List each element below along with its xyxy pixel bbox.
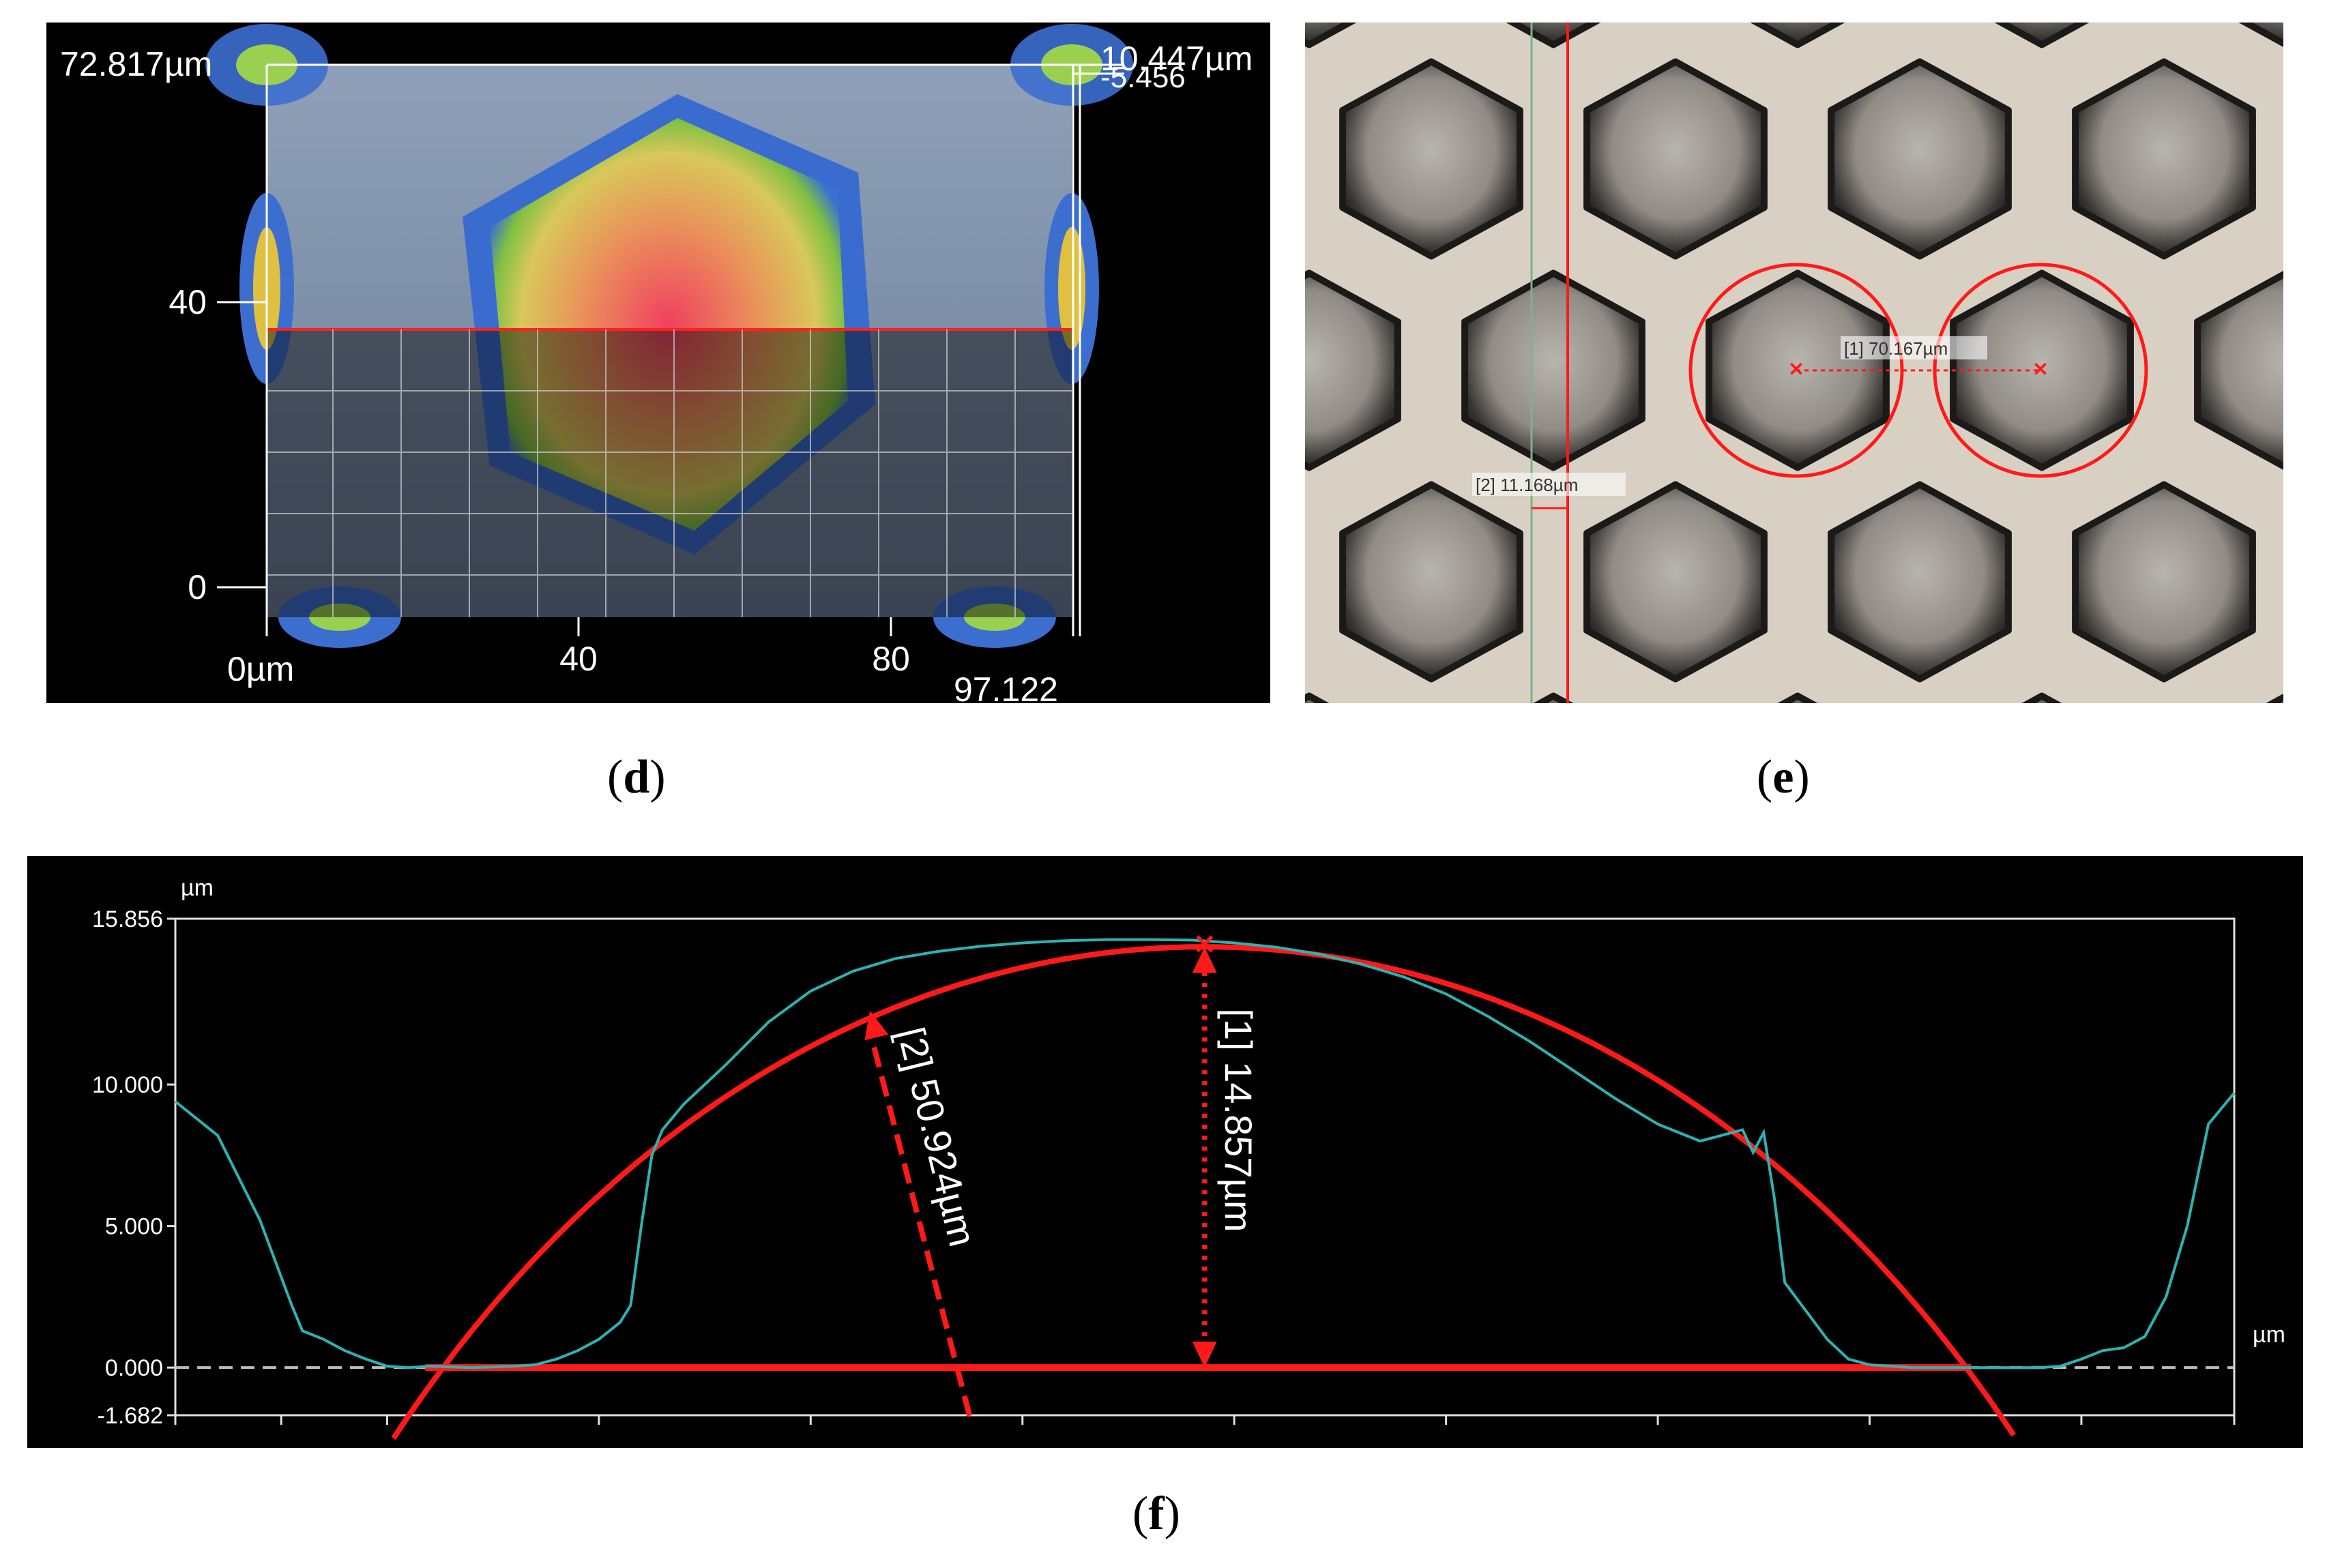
y-axis-unit: µm bbox=[181, 875, 214, 901]
sag-label: [1] 14.857µm bbox=[1217, 1008, 1260, 1232]
lens-cell bbox=[1305, 692, 1330, 703]
x-tick-label: 0.000 bbox=[146, 1444, 204, 1448]
lens-cell bbox=[1305, 23, 1357, 48]
x-tick-label: 20.000 bbox=[564, 1444, 634, 1448]
x-tick-label: 5.000 bbox=[252, 1444, 310, 1448]
plot-frame bbox=[174, 917, 2236, 1417]
lens-cell bbox=[1777, 692, 1818, 703]
lens-cell bbox=[1506, 23, 1601, 48]
lens-cell bbox=[1339, 481, 1523, 683]
measure-circle-1 bbox=[1688, 263, 1904, 478]
lens-cell bbox=[1828, 58, 2012, 260]
fit-circle-arc bbox=[391, 944, 2016, 1440]
y-tick-label: -1.682 bbox=[98, 1403, 163, 1429]
lens-cell bbox=[2021, 692, 2062, 703]
x-tick-label: 10.000 bbox=[351, 1444, 422, 1448]
profile-chart: 15.856 10.000 5.000 0.000 -1.682 0.000 5.000 10… bbox=[92, 875, 2285, 1448]
svg-text:✕: ✕ bbox=[2032, 359, 2048, 380]
profile-chart-panel: 15.856 10.000 5.000 0.000 -1.682 0.000 5.000 10… bbox=[27, 856, 2303, 1448]
height-map-panel: 72.817µm 10.447µm -5.456 40 0 0µm 40 80 … bbox=[46, 23, 1270, 703]
x-tick-40: 40 bbox=[559, 640, 598, 678]
x-tick-label: 90.000 bbox=[2046, 1444, 2117, 1448]
lens-cell bbox=[1583, 481, 1768, 683]
top-left-label: 72.817µm bbox=[60, 45, 212, 83]
x-max-label: 97.122 bbox=[954, 670, 1058, 703]
y-tick-40: 40 bbox=[169, 283, 207, 321]
lens-cell bbox=[2266, 693, 2283, 703]
sag-apex-mark: ✕ bbox=[1193, 930, 1216, 960]
lens-cell bbox=[1461, 269, 1645, 471]
sag-arrow-top bbox=[1192, 947, 1217, 973]
profile-line bbox=[174, 938, 2236, 1370]
measure-label-2: [2] 11.168µm bbox=[1476, 475, 1578, 495]
x-tick-label: 40.000 bbox=[987, 1444, 1058, 1448]
lens-cell bbox=[2194, 270, 2283, 471]
y-tick-label: 5.000 bbox=[105, 1214, 163, 1240]
y-tick-label: 10.000 bbox=[92, 1072, 163, 1098]
top-right-label-2: -5.456 bbox=[1100, 61, 1186, 94]
sag-arrow-bottom bbox=[1192, 1342, 1217, 1368]
caption-d: (d) bbox=[607, 751, 666, 803]
x-tick-label: 30.000 bbox=[775, 1444, 846, 1448]
radius-label: [2] 50.924µm bbox=[890, 1023, 984, 1251]
lens-cell bbox=[2072, 58, 2256, 260]
lens-cell bbox=[1533, 692, 1574, 703]
x-tick-label: 70.000 bbox=[1622, 1444, 1693, 1448]
x-tick-label: 97.217 bbox=[2199, 1444, 2270, 1448]
top-right-label-1: 10.447µm bbox=[1100, 40, 1253, 78]
micrograph-panel: ✕ ✕ [1] 70.167µm [2] 11.168µm bbox=[1305, 23, 2283, 703]
measure-circle-2 bbox=[1933, 263, 2148, 478]
y-tick-0: 0 bbox=[188, 568, 207, 606]
lens-cell bbox=[1305, 269, 1401, 471]
caption-f: (f) bbox=[1132, 1488, 1180, 1540]
radius-measure-line bbox=[867, 1031, 973, 1417]
height-map-axes bbox=[217, 63, 1124, 636]
y-tick-label: 15.856 bbox=[92, 906, 163, 932]
micrograph-svg: ✕ ✕ [1] 70.167µm [2] 11.168µm bbox=[1305, 23, 2283, 703]
lens-cell bbox=[2238, 23, 2283, 48]
lens-cell bbox=[1994, 23, 2090, 48]
x-tick-0: 0µm bbox=[227, 650, 294, 688]
lens-cell bbox=[1750, 23, 1845, 48]
lens-cell bbox=[1339, 58, 1523, 260]
caption-e: (e) bbox=[1757, 751, 1810, 803]
lens-cell bbox=[2072, 481, 2256, 683]
measure-grid bbox=[267, 329, 1072, 617]
x-tick-label: 50.000 bbox=[1199, 1444, 1270, 1448]
lens-cell bbox=[1828, 481, 2012, 683]
radius-arrow bbox=[864, 1011, 889, 1041]
x-tick-80: 80 bbox=[872, 640, 910, 678]
dome-lens bbox=[490, 118, 848, 531]
y-tick-label: 0.000 bbox=[105, 1355, 163, 1381]
x-axis-unit: µm bbox=[2253, 1322, 2285, 1348]
svg-text:✕: ✕ bbox=[1788, 359, 1804, 380]
measure-label-1: [1] 70.167µm bbox=[1844, 338, 1948, 359]
x-tick-label: 80.000 bbox=[1834, 1444, 1905, 1448]
lens-cell bbox=[1583, 58, 1768, 260]
lens-array bbox=[1305, 23, 2283, 703]
x-tick-label: 60.000 bbox=[1411, 1444, 1482, 1448]
lens-cell bbox=[1950, 269, 2134, 471]
height-map-svg: 72.817µm 10.447µm -5.456 40 0 0µm 40 80 … bbox=[60, 24, 1253, 703]
